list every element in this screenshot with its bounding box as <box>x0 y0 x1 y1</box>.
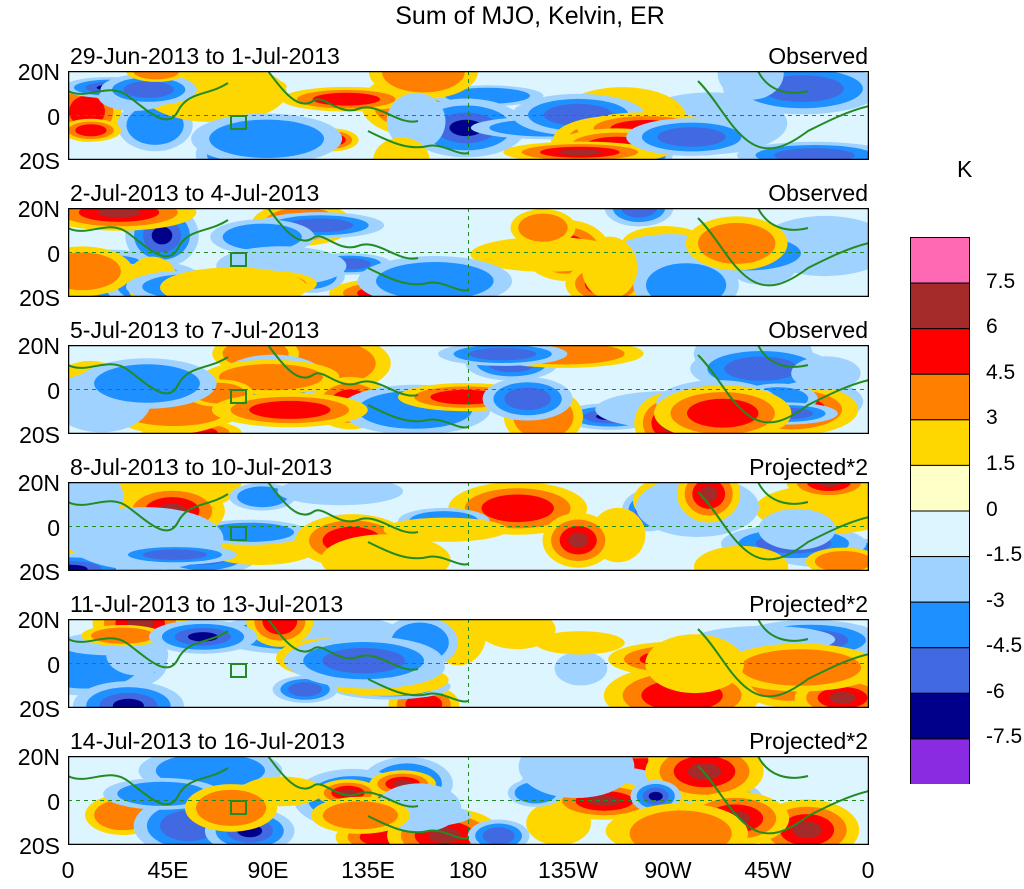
colorbar-swatch <box>910 373 970 421</box>
y-tick-label: 20S <box>19 422 60 448</box>
colorbar-label: 3 <box>986 406 998 430</box>
colorbar-label: -7.5 <box>986 725 1023 749</box>
colorbar-label: 6 <box>986 315 998 339</box>
y-tick-label: 20S <box>19 696 60 722</box>
map-panel <box>68 345 869 434</box>
x-tick-label: 90W <box>644 857 692 883</box>
colorbar-label: -4.5 <box>986 634 1023 658</box>
anomaly-field <box>68 345 869 434</box>
y-tick-label: 20S <box>19 559 60 585</box>
panel-type-label: Observed <box>768 317 868 343</box>
panel-type-label: Observed <box>768 180 868 206</box>
y-tick-label: 0 <box>47 378 60 404</box>
x-tick-label: 135W <box>537 857 599 883</box>
panel-date-range: 11-Jul-2013 to 13-Jul-2013 <box>70 591 344 617</box>
y-tick-label: 20N <box>17 470 60 496</box>
anomaly-field <box>68 71 869 160</box>
map-panel <box>68 756 869 845</box>
colorbar-swatch <box>910 647 970 694</box>
colorbar-label: 1.5 <box>986 451 1016 475</box>
panel-type-label: Projected*2 <box>749 728 868 754</box>
colorbar-label: 7.5 <box>986 269 1016 293</box>
y-tick-label: 0 <box>47 789 60 815</box>
anomaly-field <box>68 208 869 297</box>
x-tick-label: 180 <box>448 857 488 883</box>
colorbar-label: -1.5 <box>986 543 1023 567</box>
anomaly-field <box>68 756 869 845</box>
map-panel <box>68 619 869 708</box>
x-tick-label: 90E <box>247 857 289 883</box>
map-panel <box>68 71 869 160</box>
colorbar <box>910 237 970 784</box>
y-tick-label: 20N <box>17 333 60 359</box>
y-tick-label: 0 <box>47 652 60 678</box>
y-tick-label: 20S <box>19 285 60 311</box>
map-panel <box>68 482 869 571</box>
colorbar-swatch <box>910 328 970 375</box>
y-tick-label: 0 <box>47 104 60 130</box>
x-tick-label: 0 <box>861 857 875 883</box>
y-tick-label: 20N <box>17 607 60 633</box>
colorbar-swatch <box>910 556 970 603</box>
colorbar-label: -6 <box>986 679 1005 703</box>
map-panel <box>68 208 869 297</box>
colorbar-label: 4.5 <box>986 360 1016 384</box>
figure-title: Sum of MJO, Kelvin, ER <box>395 2 665 30</box>
y-tick-label: 20S <box>19 833 60 859</box>
panel-date-range: 29-Jun-2013 to 1-Jul-2013 <box>70 43 340 69</box>
x-tick-label: 135E <box>341 857 395 883</box>
x-tick-label: 0 <box>61 857 75 883</box>
x-tick-label: 45E <box>147 857 189 883</box>
colorbar-unit: K <box>957 156 973 182</box>
panel-type-label: Projected*2 <box>749 454 868 480</box>
y-tick-label: 20N <box>17 744 60 770</box>
colorbar-label: 0 <box>986 497 998 521</box>
colorbar-swatch <box>910 419 970 466</box>
panel-type-label: Projected*2 <box>749 591 868 617</box>
panel-date-range: 14-Jul-2013 to 16-Jul-2013 <box>70 728 345 754</box>
panel-date-range: 8-Jul-2013 to 10-Jul-2013 <box>70 454 333 480</box>
colorbar-swatch <box>910 282 970 330</box>
panel-type-label: Observed <box>768 43 868 69</box>
colorbar-swatch <box>910 692 970 740</box>
y-tick-label: 20N <box>17 196 60 222</box>
y-tick-label: 0 <box>47 241 60 267</box>
y-tick-label: 20N <box>17 59 60 85</box>
y-tick-label: 0 <box>47 515 60 541</box>
colorbar-swatch <box>910 738 970 784</box>
colorbar-swatch <box>910 510 970 558</box>
x-tick-label: 45W <box>744 857 792 883</box>
anomaly-field <box>68 482 869 571</box>
colorbar-swatch <box>910 237 970 284</box>
colorbar-swatch <box>910 601 970 649</box>
panel-date-range: 2-Jul-2013 to 4-Jul-2013 <box>70 180 320 206</box>
y-tick-label: 20S <box>19 148 60 174</box>
anomaly-field <box>68 619 869 708</box>
colorbar-swatch <box>910 464 970 512</box>
panel-date-range: 5-Jul-2013 to 7-Jul-2013 <box>70 317 320 343</box>
colorbar-label: -3 <box>986 588 1005 612</box>
